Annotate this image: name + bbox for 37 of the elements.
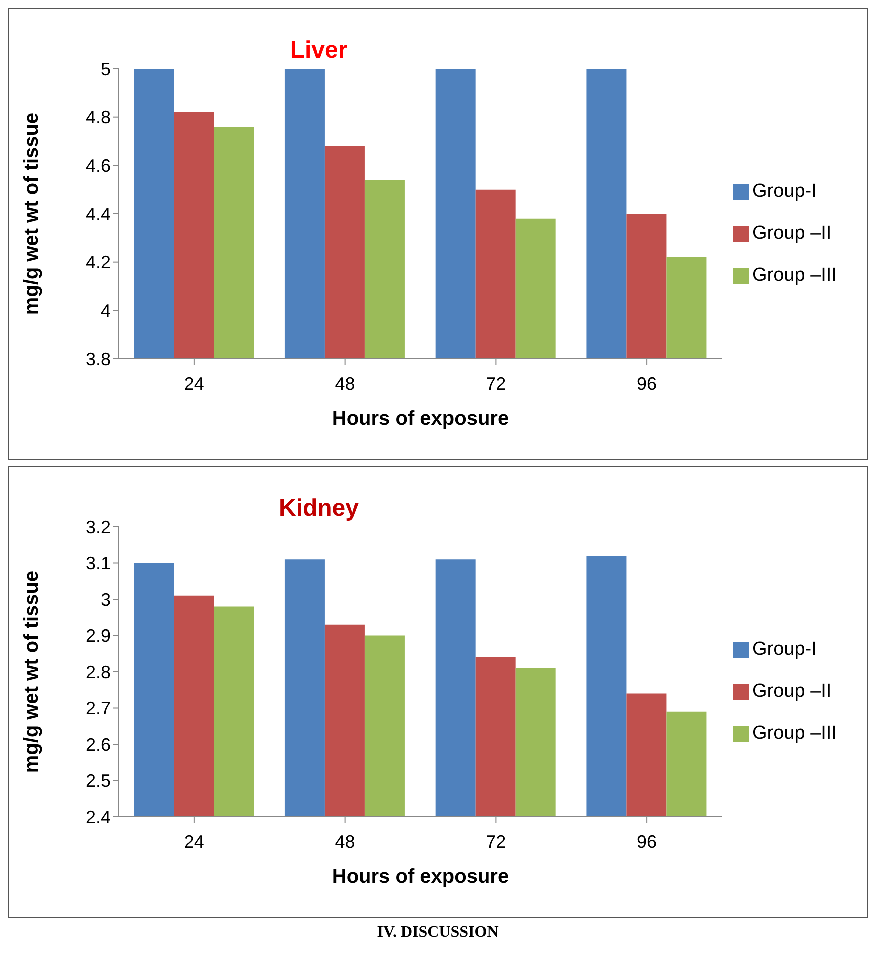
x-tick-label: 72 xyxy=(486,374,506,394)
y-tick-label: 2.9 xyxy=(86,626,111,646)
x-tick-label: 96 xyxy=(637,374,658,394)
x-tick-label: 72 xyxy=(486,832,506,852)
y-axis-title: mg/g wet wt of tissue xyxy=(21,570,44,774)
y-tick-label: 3.2 xyxy=(86,517,111,538)
y-tick-label: 4.8 xyxy=(86,108,111,128)
legend-label: Group –II xyxy=(752,681,832,702)
y-tick-label: 4 xyxy=(100,301,111,322)
legend-label: Group –III xyxy=(752,723,837,744)
y-tick-label: 3 xyxy=(100,590,111,610)
y-tick-label: 3.1 xyxy=(86,554,111,574)
y-tick-label: 2.4 xyxy=(86,807,111,828)
y-tick-label: 4.4 xyxy=(86,204,111,224)
x-axis-title: Hours of exposure xyxy=(332,866,510,888)
y-axis-title: mg/g wet wt of tissue xyxy=(21,112,44,316)
x-axis-title: Hours of exposure xyxy=(332,408,510,430)
x-tick-label: 48 xyxy=(335,832,356,852)
y-tick-label: 2.6 xyxy=(86,734,111,755)
y-tick-label: 2.8 xyxy=(86,662,111,682)
x-tick-label: 24 xyxy=(184,832,204,852)
legend-label: Group –III xyxy=(752,265,837,286)
x-tick-label: 24 xyxy=(184,374,204,394)
legend-label: Group-I xyxy=(752,639,817,660)
legend-label: Group-I xyxy=(752,181,817,202)
y-tick-label: 4.2 xyxy=(86,252,111,273)
y-tick-label: 2.7 xyxy=(86,698,111,719)
legend-label: Group –II xyxy=(752,223,832,244)
text: IV. DISCUSSION xyxy=(376,924,500,942)
chart-title: Liver xyxy=(290,37,348,64)
x-tick-label: 48 xyxy=(335,374,356,394)
chart-title: Kidney xyxy=(278,495,359,522)
y-tick-label: 4.6 xyxy=(86,156,111,176)
y-tick-label: 2.5 xyxy=(86,771,111,792)
y-tick-label: 5 xyxy=(100,59,111,80)
y-tick-label: 3.8 xyxy=(86,349,111,370)
x-tick-label: 96 xyxy=(637,832,658,852)
